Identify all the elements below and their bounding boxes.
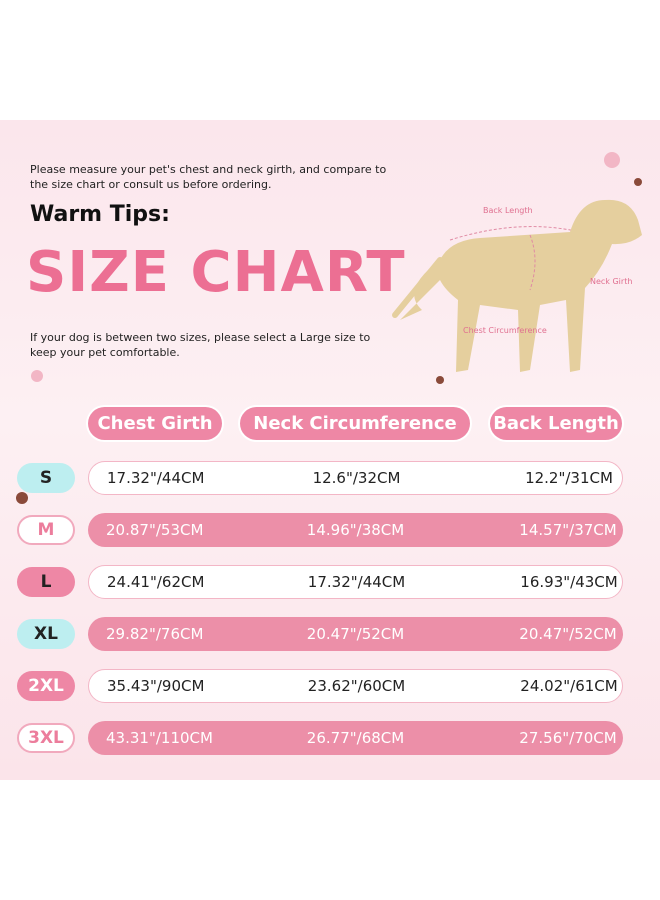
table-cell: 24.02"/61CM — [520, 677, 618, 695]
diagram-label: Chest Circumference — [463, 326, 547, 335]
table-row: 29.82"/76CM 20.47"/52CM 20.47"/52CM — [88, 617, 623, 651]
size-badge: XL — [17, 619, 75, 649]
table-row: 17.32"/44CM 12.6"/32CM 12.2"/31CM — [88, 461, 623, 495]
table-row: 20.87"/53CM 14.96"/38CM 14.57"/37CM — [88, 513, 623, 547]
size-badge: S — [17, 463, 75, 493]
diagram-label: Neck Girth — [590, 277, 633, 286]
column-header: Back Length — [490, 407, 622, 440]
size-badge: M — [17, 515, 75, 545]
decoration — [31, 370, 43, 382]
note: If your dog is between two sizes, please… — [30, 331, 371, 359]
table-cell: 12.2"/31CM — [525, 469, 613, 487]
column-header: Chest Girth — [88, 407, 222, 440]
table-cell: 27.56"/70CM — [519, 729, 617, 747]
table-row: 35.43"/90CM 23.62"/60CM 24.02"/61CM — [88, 669, 623, 703]
table-cell: 14.96"/38CM — [306, 521, 405, 539]
table-cell: 20.47"/52CM — [306, 625, 405, 643]
table-cell: 20.87"/53CM — [106, 521, 204, 539]
tips-title: Warm Tips: — [30, 202, 170, 227]
dog-illustration — [392, 152, 642, 384]
table-cell: 12.6"/32CM — [312, 469, 401, 487]
table-row: 24.41"/62CM 17.32"/44CM 16.93"/43CM — [88, 565, 623, 599]
table-cell: 29.82"/76CM — [106, 625, 204, 643]
table-cell: 17.32"/44CM — [307, 573, 406, 591]
table-cell: 17.32"/44CM — [107, 469, 205, 487]
table-cell: 14.57"/37CM — [519, 521, 617, 539]
size-badge: L — [17, 567, 75, 597]
table-row: 43.31"/110CM 26.77"/68CM 27.56"/70CM — [88, 721, 623, 755]
intro-text: Please measure your pet's chest and neck… — [30, 163, 387, 191]
table-cell: 26.77"/68CM — [306, 729, 405, 747]
table-cell: 23.62"/60CM — [307, 677, 406, 695]
decoration — [16, 492, 28, 504]
size-badge: 2XL — [17, 671, 75, 701]
table-cell: 35.43"/90CM — [107, 677, 205, 695]
table-cell: 16.93"/43CM — [520, 573, 618, 591]
table-cell: 20.47"/52CM — [519, 625, 617, 643]
table-cell: 24.41"/62CM — [107, 573, 205, 591]
column-header: Neck Circumference — [240, 407, 470, 440]
size-badge: 3XL — [17, 723, 75, 753]
table-cell: 43.31"/110CM — [106, 729, 213, 747]
title: SIZE CHART — [26, 240, 406, 305]
diagram-label: Back Length — [483, 206, 533, 215]
